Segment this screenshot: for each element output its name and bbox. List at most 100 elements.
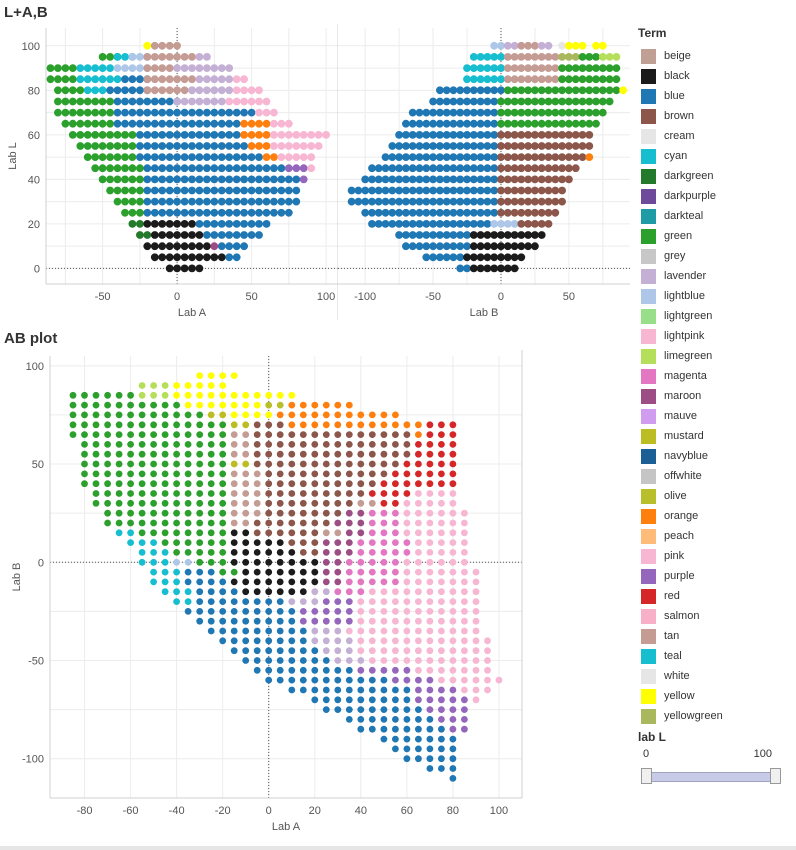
legend-item-magenta[interactable]: magenta (636, 366, 786, 386)
point-blue (483, 97, 492, 106)
point-purple (438, 706, 445, 713)
legend-item-lavender[interactable]: lavender (636, 266, 786, 286)
filter-slider-track[interactable] (644, 772, 776, 782)
legend-item-yellow[interactable]: yellow (636, 686, 786, 706)
point-blue (436, 197, 444, 206)
filter-min-handle[interactable] (641, 768, 652, 784)
legend-item-red[interactable]: red (636, 586, 786, 606)
legend-item-yellowgreen[interactable]: yellowgreen (636, 706, 786, 726)
point-blue (165, 131, 174, 139)
point-blue (219, 627, 227, 635)
point-blue (476, 175, 485, 184)
point-orange (240, 131, 249, 139)
legend-item-tan[interactable]: tan (636, 626, 786, 646)
point-blue (143, 142, 152, 150)
point-blue (469, 86, 478, 95)
point-orange (288, 411, 296, 419)
point-blue (173, 131, 182, 139)
legend-item-darkteal[interactable]: darkteal (636, 206, 786, 226)
point-green (83, 131, 92, 139)
point-blue (230, 588, 238, 596)
point-green (196, 441, 204, 448)
point-lightpink (307, 164, 316, 173)
legend-label: mauve (664, 410, 698, 422)
legend-item-beige[interactable]: beige (636, 46, 786, 66)
legend-item-pink[interactable]: pink (636, 546, 786, 566)
point-blue (442, 97, 451, 106)
point-purple (284, 164, 293, 173)
legend-swatch (641, 308, 656, 324)
x-axis-title: Lab A (178, 307, 207, 319)
point-tan (551, 64, 560, 72)
point-tan (150, 41, 159, 50)
chart-ab-plot[interactable]: -80 -60 -40 -20 0 20 40 60 80 100-100-50050100Lab… (0, 350, 530, 842)
legend-item-lightgreen[interactable]: lightgreen (636, 306, 786, 326)
point-pink (449, 666, 457, 674)
point-purple (368, 666, 376, 674)
point-orange (311, 401, 319, 409)
point-blue (232, 153, 241, 162)
point-green (138, 490, 146, 497)
legend-item-navyblue[interactable]: navyblue (636, 446, 786, 466)
legend-item-brown[interactable]: brown (636, 106, 786, 126)
legend-item-limegreen[interactable]: limegreen (636, 346, 786, 366)
point-blue (456, 164, 465, 173)
point-brown (537, 220, 546, 228)
point-pink (472, 568, 480, 576)
point-blue (180, 208, 189, 217)
point-tan (242, 519, 250, 527)
point-purple (461, 706, 468, 713)
legend-item-green[interactable]: green (636, 226, 786, 246)
point-lightpink (270, 108, 278, 117)
legend-item-darkpurple[interactable]: darkpurple (636, 186, 786, 206)
point-lavender (334, 657, 342, 664)
point-blue (203, 175, 211, 184)
legend-item-cyan[interactable]: cyan (636, 146, 786, 166)
legend-item-offwhite[interactable]: offwhite (636, 466, 786, 486)
legend-item-orange[interactable]: orange (636, 506, 786, 526)
point-pink (403, 578, 411, 586)
legend-item-mauve[interactable]: mauve (636, 406, 786, 426)
legend-item-grey[interactable]: grey (636, 246, 786, 266)
point-brown (517, 186, 526, 195)
point-blue (483, 153, 492, 162)
point-purple (449, 706, 457, 713)
legend-item-purple[interactable]: purple (636, 566, 786, 586)
point-green (113, 142, 122, 150)
legend-item-peach[interactable]: peach (636, 526, 786, 546)
legend-item-olive[interactable]: olive (636, 486, 786, 506)
legend-item-mustard[interactable]: mustard (636, 426, 786, 446)
point-blue (150, 175, 159, 184)
point-brown (368, 450, 376, 458)
legend-item-blue[interactable]: blue (636, 86, 786, 106)
point-black (483, 264, 492, 273)
legend-item-salmon[interactable]: salmon (636, 606, 786, 626)
point-brown (265, 450, 273, 458)
point-blue (395, 220, 403, 228)
legend-item-black[interactable]: black (636, 66, 786, 86)
legend-item-lightblue[interactable]: lightblue (636, 286, 786, 306)
legend-item-white[interactable]: white (636, 666, 786, 686)
point-blue (408, 231, 417, 239)
point-tan (544, 53, 553, 61)
legend-item-maroon[interactable]: maroon (636, 386, 786, 406)
legend-item-cream[interactable]: cream (636, 126, 786, 146)
point-blue (128, 119, 137, 128)
y-axis-title: Lab B (11, 563, 23, 592)
point-blue (195, 220, 204, 228)
legend-item-darkgreen[interactable]: darkgreen (636, 166, 786, 186)
point-brown (265, 509, 273, 517)
point-blue (217, 197, 226, 206)
point-lightpink (292, 142, 301, 150)
legend-item-lightpink[interactable]: lightpink (636, 326, 786, 346)
point-blue (311, 647, 319, 655)
point-red (403, 480, 411, 488)
point-green (136, 197, 144, 206)
filter-max-handle[interactable] (770, 768, 781, 784)
point-orange (255, 131, 263, 139)
legend-item-teal[interactable]: teal (636, 646, 786, 666)
point-blue (136, 142, 144, 150)
point-lightpink (232, 86, 241, 95)
